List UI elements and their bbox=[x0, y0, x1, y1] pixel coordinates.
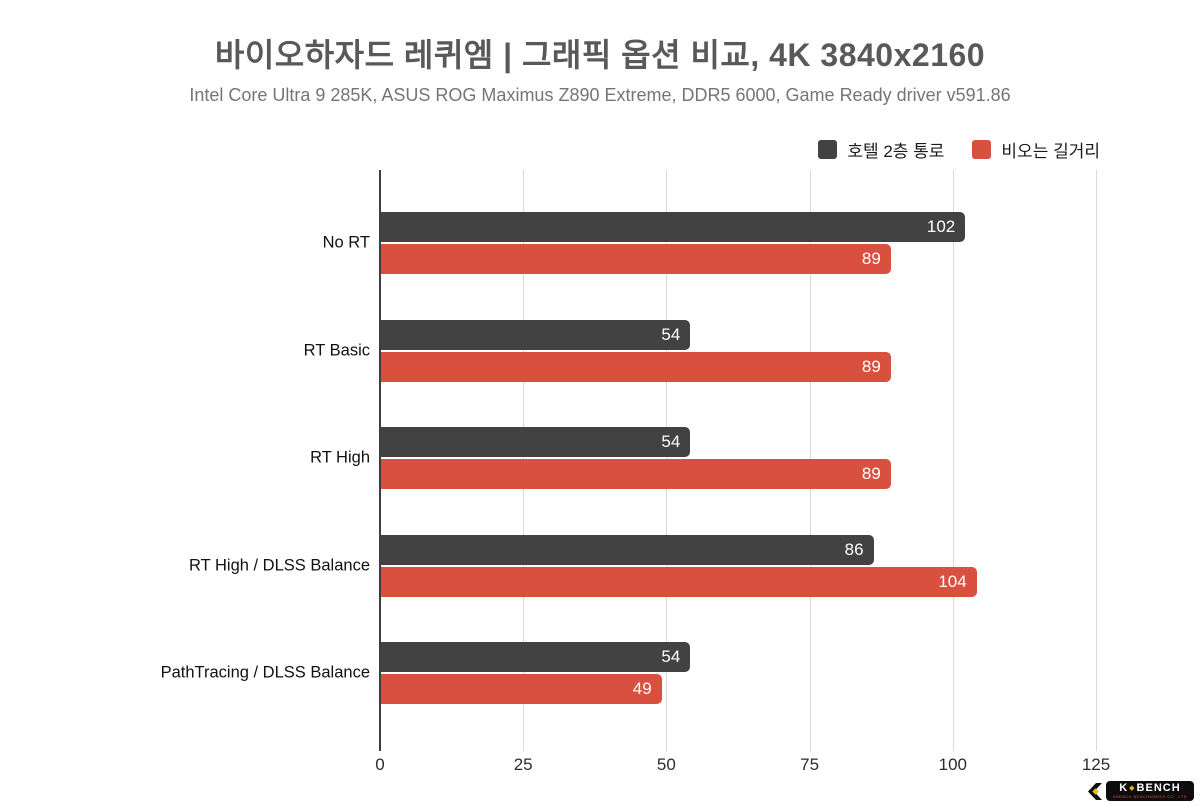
bar-series2-pathtracing-dlss-balance: 49 bbox=[381, 674, 662, 704]
bar-value-label: 89 bbox=[861, 249, 881, 268]
bar-value-label: 54 bbox=[661, 432, 681, 451]
plot-area: 102 89 54 89 54 89 86 104 54 49 bbox=[379, 170, 1097, 751]
bar-value-label: 86 bbox=[844, 539, 864, 559]
y-axis-line bbox=[379, 170, 381, 751]
gridline-100 bbox=[952, 170, 954, 751]
chart-subtitle: Intel Core Ultra 9 285K, ASUS ROG Maximu… bbox=[189, 85, 1011, 105]
category-label-no-rt: No RT bbox=[322, 233, 370, 252]
legend: 호텔 2층 통로 비오는 길거리 bbox=[818, 137, 1100, 162]
category-label-rt-basic: RT Basic bbox=[303, 341, 370, 359]
kbench-wordmark: K ◆ BENCH bbox=[1119, 782, 1181, 794]
bar-series2-rt-high: 89 bbox=[381, 459, 891, 489]
kbench-logo: K ◆ BENCH KBENCH BENCHMARKS CO., LTD bbox=[1085, 781, 1194, 801]
kbench-sub-text: KBENCH BENCHMARKS CO., LTD bbox=[1112, 794, 1187, 799]
x-tick-label-0: 0 bbox=[375, 755, 385, 774]
category-label-rt-high: RT High bbox=[310, 448, 370, 467]
bar-series2-rt-basic: 89 bbox=[381, 351, 891, 382]
kbench-arrow-icon bbox=[1087, 782, 1102, 800]
kbench-badge: K ◆ BENCH KBENCH BENCHMARKS CO., LTD bbox=[1105, 781, 1194, 801]
chart-title: 바이오하자드 레퀴엠 | 그래픽 옵션 비교, 4K 3840x2160 bbox=[214, 37, 986, 73]
legend-item-series1: 호텔 2층 통로 bbox=[818, 137, 944, 162]
bar-value-label: 49 bbox=[632, 679, 652, 698]
bar-value-label: 89 bbox=[861, 356, 881, 376]
category-label-pathtracing-dlss-balance: PathTracing / DLSS Balance bbox=[160, 663, 370, 682]
legend-swatch-icon bbox=[818, 140, 838, 159]
bar-series1-rt-basic: 54 bbox=[381, 319, 691, 350]
bar-series1-pathtracing-dlss-balance: 54 bbox=[381, 642, 691, 672]
x-tick-label-50: 50 bbox=[656, 755, 676, 774]
bar-value-label: 54 bbox=[661, 324, 681, 344]
bar-series2-rt-high-dlss-balance: 104 bbox=[381, 566, 977, 597]
bar-series1-rt-high: 54 bbox=[381, 427, 691, 457]
x-tick-label-100: 100 bbox=[938, 755, 967, 774]
kbench-diamond-icon: ◆ bbox=[1129, 785, 1136, 792]
x-tick-label-125: 125 bbox=[1081, 755, 1111, 774]
bar-series1-no-rt: 102 bbox=[381, 212, 966, 242]
gridline-125 bbox=[1096, 170, 1097, 751]
bar-value-label: 104 bbox=[938, 571, 967, 591]
legend-swatch-icon bbox=[972, 140, 992, 159]
legend-label: 호텔 2층 통로 bbox=[847, 142, 945, 161]
category-label-rt-high-dlss-balance: RT High / DLSS Balance bbox=[189, 556, 370, 574]
legend-item-series2: 비오는 길거리 bbox=[972, 137, 1100, 162]
bar-value-label: 102 bbox=[926, 217, 956, 236]
x-tick-label-25: 25 bbox=[513, 755, 533, 774]
x-tick-label-75: 75 bbox=[800, 755, 820, 774]
bar-value-label: 89 bbox=[861, 464, 881, 483]
bar-value-label: 54 bbox=[661, 647, 681, 666]
bar-series2-no-rt: 89 bbox=[381, 244, 891, 274]
legend-label: 비오는 길거리 bbox=[1001, 142, 1100, 161]
bar-series1-rt-high-dlss-balance: 86 bbox=[381, 534, 874, 565]
